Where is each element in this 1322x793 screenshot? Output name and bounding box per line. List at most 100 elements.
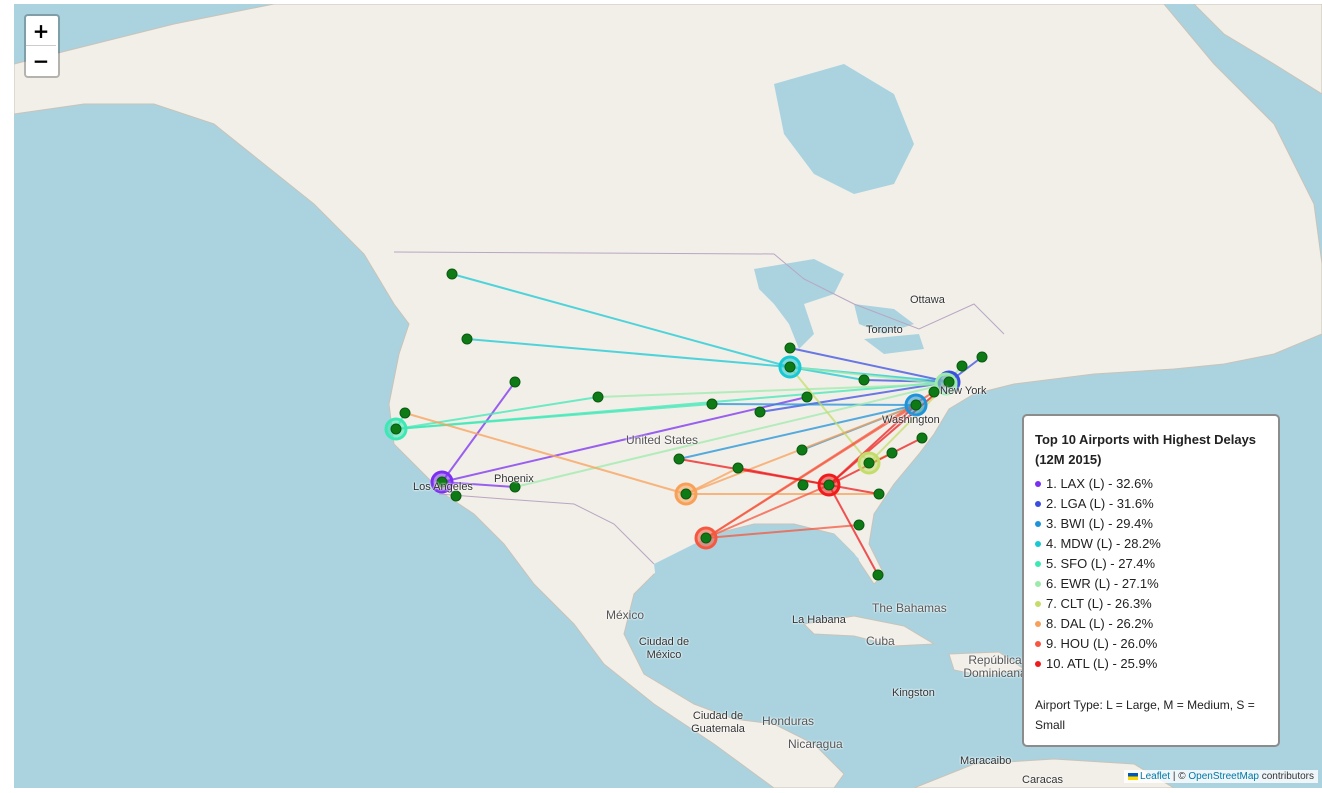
legend-item: 3. BWI (L) - 29.4% xyxy=(1035,514,1267,534)
us-canada-border xyxy=(393,251,1005,335)
airport-marker[interactable] xyxy=(823,479,835,491)
airport-marker[interactable] xyxy=(886,447,898,459)
place-new-york: New York xyxy=(940,385,987,397)
route-line-ewr[interactable] xyxy=(597,383,947,398)
hispaniola-island xyxy=(948,651,1026,677)
legend-dot-icon xyxy=(1035,481,1041,487)
airport-marker[interactable] xyxy=(390,423,402,435)
osm-link[interactable]: OpenStreetMap xyxy=(1188,771,1259,782)
place-nicaragua: Nicaragua xyxy=(788,737,843,751)
airport-marker[interactable] xyxy=(592,391,604,403)
legend-dot-icon xyxy=(1035,601,1041,607)
greenland-land xyxy=(1193,4,1322,95)
airport-marker[interactable] xyxy=(436,476,448,488)
airport-marker[interactable] xyxy=(863,457,875,469)
airport-marker[interactable] xyxy=(706,398,718,410)
airport-marker[interactable] xyxy=(680,488,692,500)
place-phoenix: Phoenix xyxy=(494,473,534,485)
map-canvas[interactable]: Ottawa Toronto New York Washington Unite… xyxy=(14,4,1322,788)
route-line-atl[interactable] xyxy=(828,404,917,486)
place-ciudad-guatemala: Ciudad de Guatemala xyxy=(691,710,745,735)
legend-item-label: 1. LAX (L) - 32.6% xyxy=(1046,476,1153,491)
airport-marker[interactable] xyxy=(797,479,809,491)
legend-dot-icon xyxy=(1035,641,1041,647)
airport-marker[interactable] xyxy=(732,462,744,474)
north-america-landmass xyxy=(14,4,1322,788)
place-kingston: Kingston xyxy=(892,687,935,699)
zoom-in-button[interactable]: + xyxy=(26,16,56,46)
airport-marker[interactable] xyxy=(916,432,928,444)
place-maracaibo: Maracaibo xyxy=(960,755,1012,767)
legend-dot-icon xyxy=(1035,621,1041,627)
airport-marker[interactable] xyxy=(450,490,462,502)
airport-marker[interactable] xyxy=(509,376,521,388)
route-line-bwi[interactable] xyxy=(678,404,917,460)
zoom-out-button[interactable]: − xyxy=(26,46,56,76)
route-line-hou[interactable] xyxy=(705,404,917,539)
map-attribution: Leaflet | © OpenStreetMap contributors xyxy=(1124,770,1318,783)
airport-marker[interactable] xyxy=(801,391,813,403)
legend-title: Top 10 Airports with Highest Delays (12M… xyxy=(1035,432,1257,467)
airport-marker[interactable] xyxy=(673,453,685,465)
legend-item: 7. CLT (L) - 26.3% xyxy=(1035,594,1267,614)
route-line-mdw[interactable] xyxy=(466,338,791,368)
place-ciudad-de-mexico: Ciudad de México xyxy=(638,636,690,661)
legend-item: 5. SFO (L) - 27.4% xyxy=(1035,554,1267,574)
route-line-mdw[interactable] xyxy=(451,273,791,368)
route-line-bwi[interactable] xyxy=(711,403,917,406)
airport-marker[interactable] xyxy=(700,532,712,544)
legend-dot-icon xyxy=(1035,561,1041,567)
route-line-ewr[interactable] xyxy=(789,366,947,385)
route-line-lax[interactable] xyxy=(441,381,516,483)
destination-airports xyxy=(390,268,988,581)
route-line-lax[interactable] xyxy=(441,481,516,488)
legend-item-label: 6. EWR (L) - 27.1% xyxy=(1046,576,1159,591)
route-line-hou[interactable] xyxy=(705,484,830,539)
airport-marker[interactable] xyxy=(461,333,473,345)
route-line-hou[interactable] xyxy=(705,524,860,539)
route-line-sfo[interactable] xyxy=(395,381,950,430)
airport-marker[interactable] xyxy=(784,361,796,373)
airport-marker[interactable] xyxy=(956,360,968,372)
legend-dot-icon xyxy=(1035,661,1041,667)
gulf-of-mexico xyxy=(654,529,859,644)
route-line-lga[interactable] xyxy=(789,347,950,383)
cuba-island xyxy=(802,615,936,647)
route-line-lax[interactable] xyxy=(441,396,808,483)
place-toronto: Toronto xyxy=(866,324,903,336)
route-line-atl[interactable] xyxy=(828,484,879,576)
legend-item-label: 7. CLT (L) - 26.3% xyxy=(1046,596,1152,611)
airport-marker[interactable] xyxy=(853,519,865,531)
us-mexico-border xyxy=(438,493,655,565)
attribution-separator: | © xyxy=(1170,771,1189,782)
airport-marker[interactable] xyxy=(754,406,766,418)
legend-item-label: 10. ATL (L) - 25.9% xyxy=(1046,656,1158,671)
route-line-clt[interactable] xyxy=(789,366,870,464)
legend-item-label: 5. SFO (L) - 27.4% xyxy=(1046,556,1156,571)
airport-marker[interactable] xyxy=(796,444,808,456)
legend-item: 8. DAL (L) - 26.2% xyxy=(1035,614,1267,634)
airport-marker[interactable] xyxy=(399,407,411,419)
basemap xyxy=(14,4,1322,788)
legend-note: Airport Type: L = Large, M = Medium, S =… xyxy=(1035,698,1255,732)
legend-item-label: 3. BWI (L) - 29.4% xyxy=(1046,516,1153,531)
airport-marker[interactable] xyxy=(858,374,870,386)
airport-marker[interactable] xyxy=(910,399,922,411)
zoom-control: + − xyxy=(24,14,60,78)
airport-marker[interactable] xyxy=(873,488,885,500)
leaflet-link[interactable]: Leaflet xyxy=(1140,771,1171,782)
legend-dot-icon xyxy=(1035,581,1041,587)
place-united-states: United States xyxy=(626,433,699,447)
airport-marker[interactable] xyxy=(943,376,955,388)
route-line-dal[interactable] xyxy=(404,412,687,495)
airport-marker[interactable] xyxy=(509,481,521,493)
airport-marker[interactable] xyxy=(446,268,458,280)
airport-marker[interactable] xyxy=(872,569,884,581)
airport-marker[interactable] xyxy=(976,351,988,363)
route-line-sfo[interactable] xyxy=(395,396,599,430)
route-line-ewr[interactable] xyxy=(514,383,947,488)
place-bahamas: The Bahamas xyxy=(872,601,947,615)
airport-marker[interactable] xyxy=(784,342,796,354)
route-line-lga[interactable] xyxy=(759,381,950,413)
airport-marker[interactable] xyxy=(928,386,940,398)
